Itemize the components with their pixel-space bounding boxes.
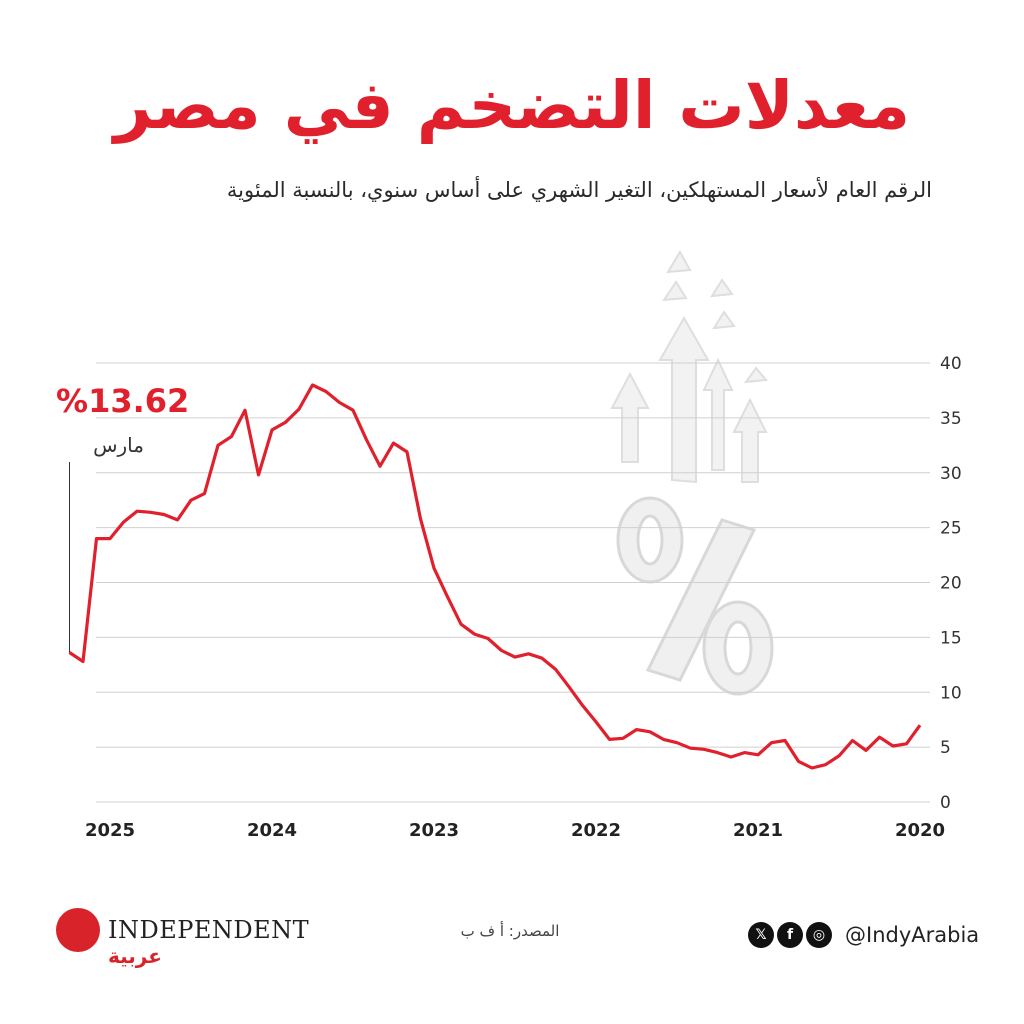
eagle-logo-icon	[56, 908, 100, 952]
x-tick-label: 2024	[247, 820, 297, 841]
x-tick-label: 2025	[85, 820, 135, 841]
y-tick-label: 15	[940, 628, 962, 648]
page-title: معدلات التضخم في مصر	[113, 67, 911, 144]
arrow-up-icon	[658, 315, 710, 484]
logo-wordmark: INDEPENDENT	[108, 916, 310, 944]
x-tick-label: 2023	[409, 820, 459, 841]
page-subtitle: الرقم العام لأسعار المستهلكين، التغير ال…	[226, 178, 932, 202]
y-tick-label: 5	[940, 738, 951, 758]
arrow-up-icon	[702, 357, 734, 471]
y-tick-label: 40	[940, 354, 962, 374]
independent-arabia-logo: INDEPENDENT عربية	[56, 908, 310, 968]
y-tick-label: 10	[940, 683, 962, 703]
percent-arrows-illustration	[610, 250, 774, 696]
arrow-up-icon	[712, 310, 736, 330]
x-icon[interactable]: 𝕏	[748, 922, 774, 948]
series-line	[68, 383, 922, 770]
arrow-up-icon	[666, 250, 692, 274]
x-tick-label: 2022	[571, 820, 621, 841]
y-tick-label: 20	[940, 574, 962, 594]
arrow-up-icon	[743, 366, 768, 384]
logo-subtext: عربية	[108, 944, 162, 968]
instagram-icon[interactable]: ◎	[806, 922, 832, 948]
annotation-label: مارس	[93, 433, 144, 457]
social-handle[interactable]: @IndyArabia	[845, 923, 980, 947]
y-tick-label: 25	[940, 519, 962, 539]
x-tick-label: 2021	[733, 820, 783, 841]
arrow-up-icon	[662, 280, 688, 302]
y-tick-label: 0	[940, 793, 951, 813]
source-note: المصدر: أ ف ب	[460, 922, 560, 940]
y-tick-label: 35	[940, 409, 962, 429]
social-links: 𝕏 f ◎ @IndyArabia	[748, 918, 979, 952]
arrow-up-icon	[710, 278, 734, 298]
arrow-up-icon	[732, 397, 768, 483]
annotation-value: %13.62	[56, 382, 189, 420]
y-tick-label: 30	[940, 464, 962, 484]
facebook-icon[interactable]: f	[777, 922, 803, 948]
x-tick-label: 2020	[895, 820, 945, 841]
